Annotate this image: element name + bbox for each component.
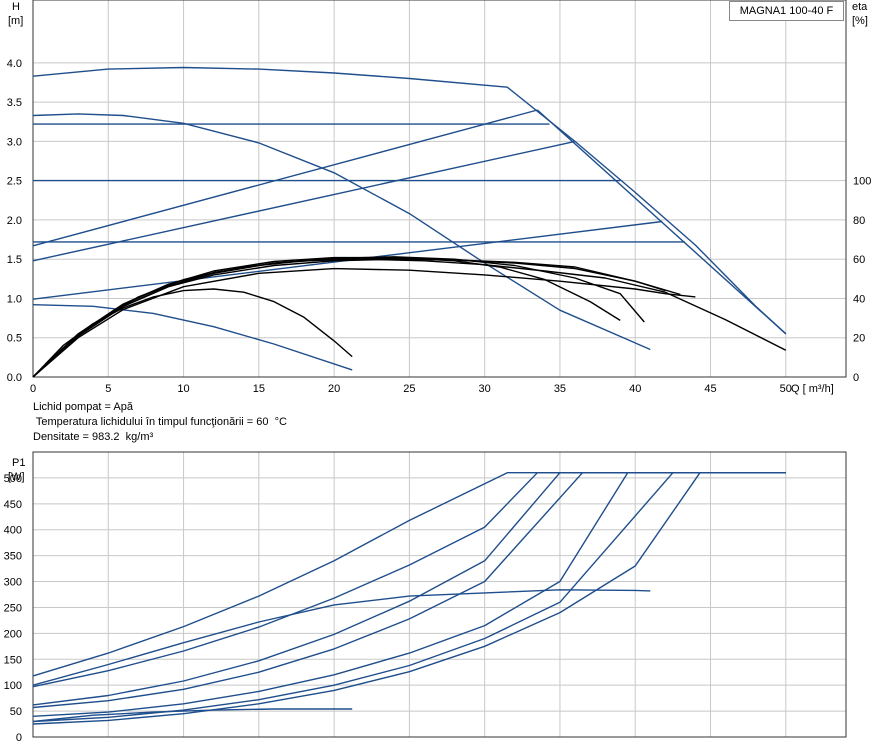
power-y-tick-label: 300 <box>4 577 22 589</box>
head-x-tick-label: 30 <box>479 383 491 395</box>
head-x-axis-label: Q [ m³/h] <box>791 383 834 395</box>
power-series-line-5 <box>32 472 786 717</box>
product-label: MAGNA1 100-40 F <box>729 1 844 21</box>
eta-tick-label: 0 <box>853 372 859 384</box>
head-y-tick-label: 4.0 <box>7 58 22 70</box>
power-series-line-3 <box>32 472 786 706</box>
power-y-tick-label: 450 <box>4 499 22 511</box>
head-x-tick-label: 35 <box>554 383 566 395</box>
eta-tick-label: 20 <box>853 333 865 345</box>
head-series-line-6 <box>32 304 353 371</box>
head-plot-frame <box>32 0 847 378</box>
head-x-tick-label: 50 <box>780 383 792 395</box>
head-y-tick-label: 2.0 <box>7 215 22 227</box>
power-chart: 0 50 100 150 200 250 300 350 400 450 500 P1 [W] <box>4 451 847 744</box>
head-series-line-14 <box>32 256 645 378</box>
head-series-line-10 <box>536 109 787 335</box>
power-series-line-7 <box>32 472 786 725</box>
power-y-tick-label: 250 <box>4 602 22 614</box>
head-y-tick-label: 3.5 <box>7 97 22 109</box>
head-y-tick-label: 3.0 <box>7 136 22 148</box>
head-y-tick-label: 1.0 <box>7 293 22 305</box>
power-y-tick-label: 150 <box>4 654 22 666</box>
head-x-tick-label: 5 <box>105 383 111 395</box>
head-x-tick-label: 40 <box>629 383 641 395</box>
head-series-line-1 <box>32 66 787 335</box>
head-series-line-15 <box>32 256 621 378</box>
note-liquid: Lichid pompat = Apă <box>33 401 133 413</box>
power-y-tick-label: 0 <box>16 732 22 744</box>
power-series-line-4 <box>32 472 786 709</box>
note-density: Densitate = 983.2 kg/m³ <box>33 431 154 443</box>
head-y-axis-label: H <box>12 1 20 13</box>
eta-tick-label: 40 <box>853 293 865 305</box>
eta-tick-label: 60 <box>853 254 865 266</box>
head-series-line-16 <box>32 288 353 378</box>
eta-tick-label: 80 <box>853 215 865 227</box>
power-series-line-1 <box>32 472 786 677</box>
power-y-axis-label: P1 <box>12 457 25 469</box>
head-series-line-17 <box>32 267 696 378</box>
head-x-tick-label: 20 <box>328 383 340 395</box>
power-y-tick-label: 200 <box>4 628 22 640</box>
head-x-tick-label: 15 <box>253 383 265 395</box>
power-series-line-6 <box>32 472 786 723</box>
head-x-tick-label: 10 <box>177 383 189 395</box>
note-temperature: Temperatura lichidului în timpul funcţio… <box>33 416 287 428</box>
head-series-line-7 <box>32 109 538 247</box>
power-series-line-2 <box>32 472 786 688</box>
power-y-axis-label: [W] <box>8 471 25 483</box>
head-x-tick-label: 0 <box>30 383 36 395</box>
head-y-tick-label: 2.5 <box>7 176 22 188</box>
power-y-tick-label: 50 <box>10 706 22 718</box>
eta-axis-label: eta <box>852 1 868 13</box>
head-series-line-2 <box>32 113 651 351</box>
head-y-tick-label: 0.0 <box>7 372 22 384</box>
power-y-tick-label: 100 <box>4 680 22 692</box>
head-series-line-8 <box>32 140 576 262</box>
power-y-tick-label: 500 <box>4 473 22 485</box>
head-y-axis-label: [m] <box>8 15 23 27</box>
head-chart: 0.0 0.5 1.0 1.5 2.0 2.5 3.0 3.5 4.0 0 5 10 15 20 25 30 3… <box>7 0 871 395</box>
power-series-line-9 <box>32 708 353 723</box>
power-series-line-8 <box>32 589 651 686</box>
head-x-tick-label: 25 <box>403 383 415 395</box>
power-plot-frame <box>32 451 847 738</box>
power-y-tick-label: 350 <box>4 551 22 563</box>
head-y-tick-label: 1.5 <box>7 254 22 266</box>
eta-axis-label: [%] <box>852 15 868 27</box>
head-x-tick-label: 45 <box>704 383 716 395</box>
eta-tick-label: 100 <box>853 176 871 188</box>
head-series-line-12 <box>32 257 681 378</box>
head-y-tick-label: 0.5 <box>7 333 22 345</box>
power-y-tick-label: 400 <box>4 525 22 537</box>
